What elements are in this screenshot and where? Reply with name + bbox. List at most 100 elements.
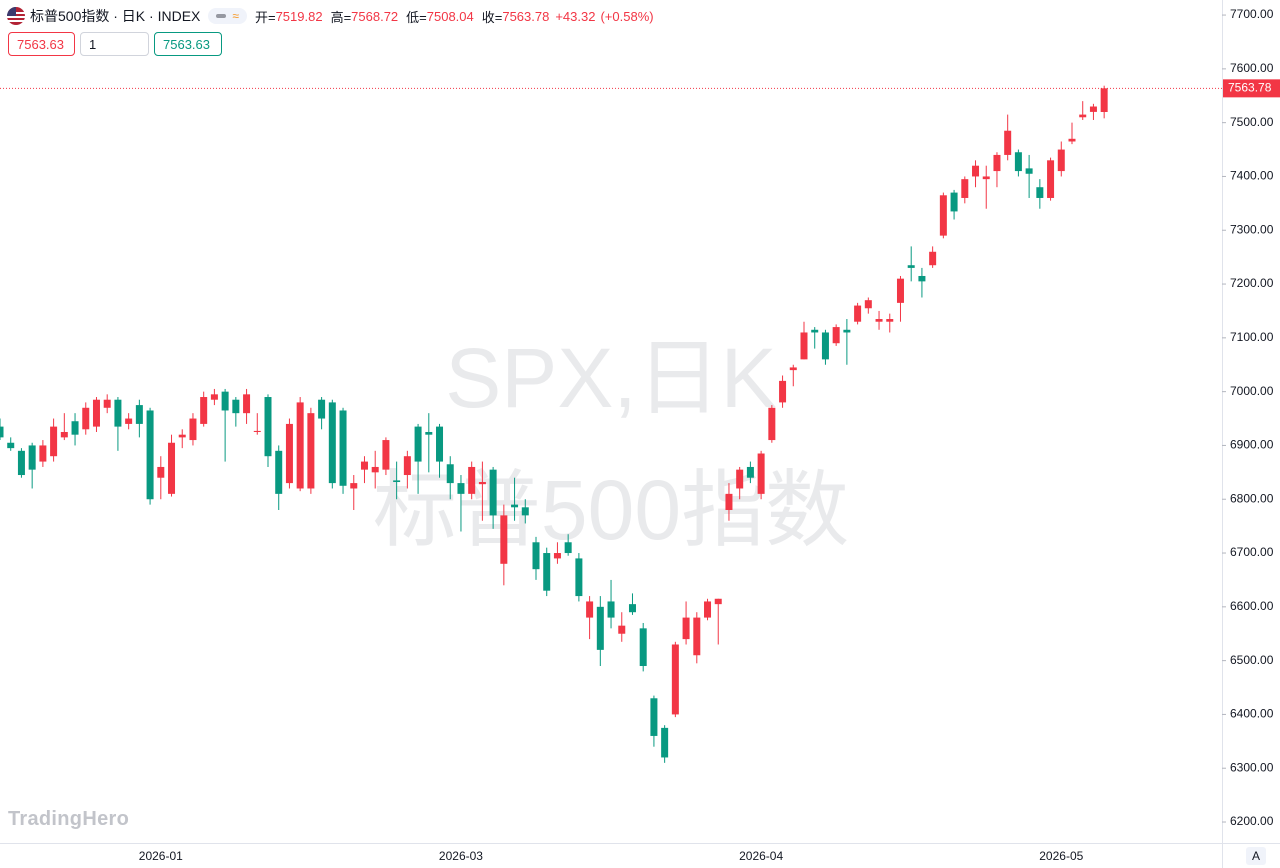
candle-body <box>607 601 615 618</box>
legend-bar: 标普500指数 · 日K · INDEX ≈ 开= 7519.82 高= 7568.… <box>6 6 654 26</box>
sell-input[interactable]: 7563.63 <box>8 32 75 56</box>
candle-body <box>1036 187 1044 198</box>
candle-body <box>7 442 15 449</box>
last-price-label: 7563.78 <box>1228 81 1272 95</box>
candle-body <box>618 625 626 634</box>
watermark-symbol: SPX,日K <box>445 331 776 425</box>
candle-body <box>285 423 293 484</box>
y-tick-label: 7300.00 <box>1230 222 1274 236</box>
candle-body <box>789 367 797 371</box>
pill-icon: ≈ <box>232 9 239 23</box>
last-price-tag <box>1223 79 1280 98</box>
candle-body <box>1047 160 1055 198</box>
candle-body <box>114 399 122 427</box>
x-tick-label: 2026-05 <box>1039 849 1083 863</box>
candle-body <box>28 445 36 470</box>
candle-body <box>125 418 133 424</box>
candle-body <box>371 466 379 473</box>
candle-body <box>661 727 669 758</box>
candle-body <box>725 493 733 510</box>
watermark-name: 标普500指数 <box>373 463 849 557</box>
candle-body <box>575 558 583 597</box>
y-tick-label: 6500.00 <box>1230 653 1274 667</box>
open-label: 开= <box>254 9 276 25</box>
symbol-title[interactable]: 标普500指数 · 日K · INDEX <box>30 8 201 24</box>
buy-input[interactable]: 7563.63 <box>154 32 222 56</box>
candle-body <box>71 421 79 435</box>
candle-body <box>0 426 4 438</box>
candle-body <box>60 431 68 438</box>
candle-body <box>521 507 529 516</box>
close-value: 7563.78 <box>502 8 550 24</box>
candle-body <box>360 461 368 470</box>
candle-body <box>403 456 411 476</box>
candle-body <box>704 601 712 618</box>
candle-body <box>896 278 904 303</box>
x-tick-label: 2026-01 <box>139 849 183 863</box>
candle-body <box>478 482 486 485</box>
y-tick-label: 7200.00 <box>1230 276 1274 290</box>
candle-body <box>596 606 604 650</box>
candle-body <box>135 405 143 424</box>
x-tick-label: 2026-03 <box>439 849 483 863</box>
candle-body <box>178 434 186 438</box>
y-tick-label: 6700.00 <box>1230 545 1274 559</box>
y-tick-label: 6300.00 <box>1230 760 1274 774</box>
candle-body <box>350 483 358 489</box>
candle-body <box>414 426 422 462</box>
candle-body <box>532 542 540 570</box>
candle-body <box>843 329 851 333</box>
candle-body <box>746 466 754 478</box>
candle-body <box>1068 138 1076 142</box>
candle-body <box>757 453 765 494</box>
candle-body <box>682 617 690 640</box>
qty-input[interactable]: 1 <box>80 32 149 56</box>
candle-body <box>168 442 176 494</box>
candle-body <box>82 407 90 430</box>
candle-body <box>436 426 444 462</box>
candle-body <box>1025 168 1033 174</box>
candle-body <box>200 397 208 424</box>
candle-body <box>146 410 154 500</box>
high-label: 高= <box>330 9 352 25</box>
candle-body <box>671 644 679 715</box>
candle-body <box>768 407 776 441</box>
candle-body <box>736 469 744 489</box>
candle-body <box>489 469 497 516</box>
candle-body <box>393 480 401 483</box>
candle-body <box>714 598 722 605</box>
candle-body <box>157 466 165 478</box>
y-tick-label: 7600.00 <box>1230 61 1274 75</box>
candle-body <box>811 329 819 333</box>
candle-body <box>339 410 347 486</box>
candle-body <box>1089 106 1097 112</box>
candle-body <box>17 450 25 476</box>
candle-body <box>639 628 647 667</box>
logo: TradingHero <box>8 808 130 830</box>
candle-body <box>875 319 883 322</box>
candle-body <box>586 601 594 618</box>
candle-body <box>275 450 283 494</box>
candle-body <box>1014 152 1022 172</box>
candle-body <box>929 251 937 266</box>
y-tick-label: 7700.00 <box>1230 7 1274 21</box>
candle-body <box>328 402 336 484</box>
y-tick-label: 7100.00 <box>1230 330 1274 344</box>
candle-body <box>1004 130 1012 155</box>
change: +43.32 <box>555 8 596 24</box>
candle-body <box>553 553 561 559</box>
candle-body <box>243 394 251 414</box>
y-tick-label: 6800.00 <box>1230 491 1274 505</box>
candle-body <box>189 418 197 441</box>
candle-body <box>907 265 915 268</box>
auto-scale-button[interactable]: A <box>1246 847 1266 865</box>
candle-body <box>993 154 1001 172</box>
close-label: 收= <box>481 9 503 25</box>
candle-body <box>800 332 808 360</box>
flag-icon <box>7 7 25 25</box>
candle-body <box>564 542 572 554</box>
y-tick-label: 6600.00 <box>1230 599 1274 613</box>
status-pill[interactable]: ≈ <box>208 8 247 24</box>
